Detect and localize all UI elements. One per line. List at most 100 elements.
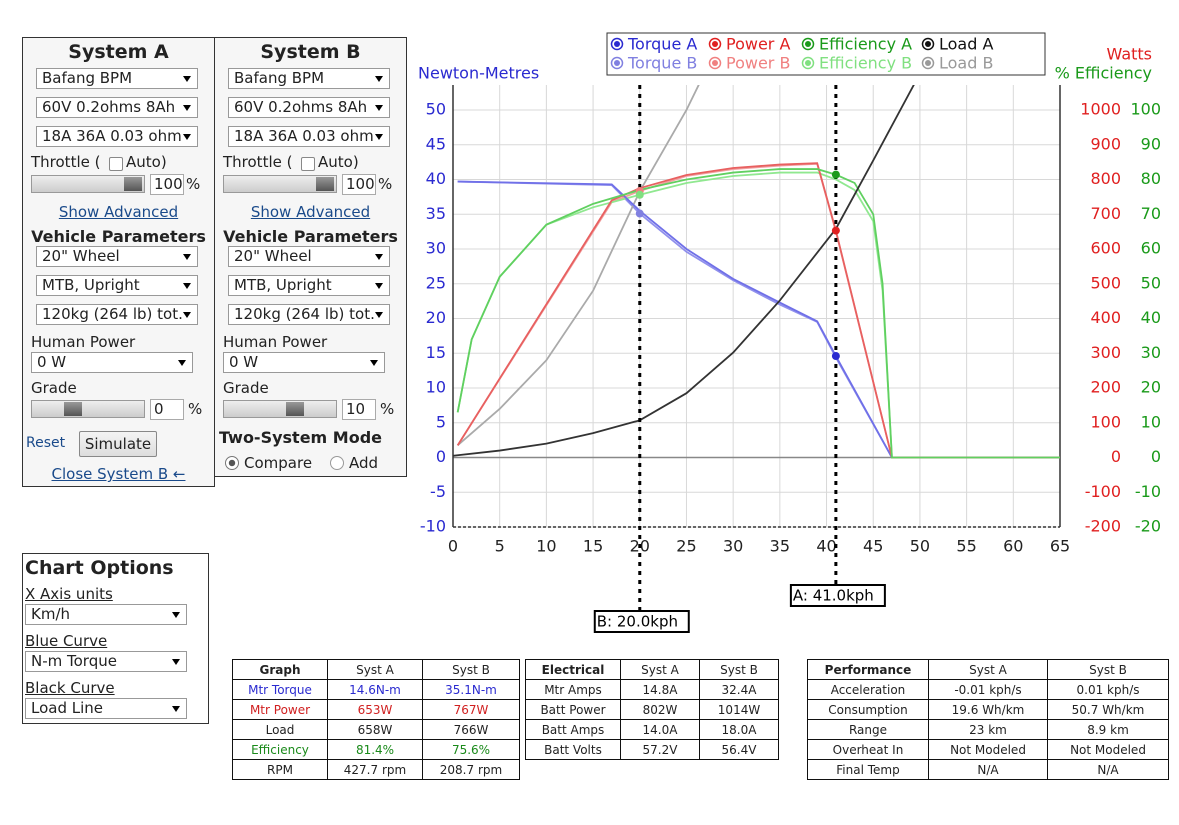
auto-label: Auto) xyxy=(126,153,167,171)
blue-curve-label: Blue Curve xyxy=(25,632,108,650)
table-cell: 208.7 rpm xyxy=(422,759,520,780)
auto-checkbox[interactable] xyxy=(109,157,123,171)
reset-link[interactable]: Reset xyxy=(26,435,66,451)
dropdown[interactable]: Bafang BPM xyxy=(228,68,390,89)
results-table: Graph Syst A Syst B Mtr Torque 14.6N-m 35.1N-… xyxy=(232,659,520,780)
marker-label-box xyxy=(789,584,886,607)
series-line xyxy=(456,171,1060,459)
slider[interactable] xyxy=(31,175,145,193)
results-table: Electrical Syst A Syst B Mtr Amps 14.8A 32.4A… xyxy=(525,659,779,760)
slider[interactable] xyxy=(223,175,337,193)
table-cell: Batt Amps xyxy=(525,719,621,740)
dropdown-text: 18A 36A 0.03 ohm xyxy=(234,127,374,145)
dropdown-text: N-m Torque xyxy=(31,652,117,670)
grade-value[interactable]: 0 xyxy=(150,399,184,420)
dropdown[interactable]: 0 W xyxy=(31,352,193,373)
legend-swatch xyxy=(712,60,718,66)
dropdown-text: 0 W xyxy=(229,353,259,371)
dropdown[interactable]: 120kg (264 lb) tot. xyxy=(228,304,390,325)
dropdown[interactable]: 0 W xyxy=(223,352,385,373)
table-cell: 75.6% xyxy=(422,739,520,760)
simulate-button[interactable]: Simulate xyxy=(79,431,157,457)
marker-dot xyxy=(831,226,840,235)
slider[interactable] xyxy=(31,400,145,418)
y2-tick-label: 900 xyxy=(1090,134,1121,153)
y3-tick-label: 70 xyxy=(1141,204,1161,223)
y3-tick-label: 0 xyxy=(1151,447,1161,466)
dropdown[interactable]: N-m Torque xyxy=(25,651,187,672)
dropdown[interactable]: 20" Wheel xyxy=(36,246,198,267)
table-cell: 658W xyxy=(327,719,423,740)
close-system-b-link[interactable]: Close System B ← xyxy=(51,465,186,483)
dropdown-arrow xyxy=(375,283,383,289)
dropdown[interactable]: 120kg (264 lb) tot. xyxy=(36,304,198,325)
legend-label: Torque B xyxy=(627,54,697,73)
legend-label: Efficiency A xyxy=(819,35,912,54)
series-line xyxy=(456,162,1060,459)
throttle-unit: % xyxy=(378,175,393,193)
table-row: Batt Volts 57.2V 56.4V xyxy=(525,739,779,760)
grade-label: Grade xyxy=(223,379,269,397)
table-row: Mtr Power 653W 767W xyxy=(232,699,520,720)
y-tick-label: -10 xyxy=(420,517,446,536)
x-units-label: X Axis units xyxy=(25,585,113,603)
y2-tick-label: 600 xyxy=(1090,239,1121,258)
y3-tick-label: 80 xyxy=(1141,169,1161,188)
dropdown[interactable]: Load Line xyxy=(25,698,187,719)
table-cell: 19.6 Wh/km xyxy=(928,699,1048,720)
black-curve-label: Black Curve xyxy=(25,679,115,697)
throttle-value[interactable]: 100 xyxy=(342,174,376,195)
table-cell: Acceleration xyxy=(807,679,929,700)
table-cell: 57.2V xyxy=(620,739,700,760)
show-advanced-link[interactable]: Show Advanced xyxy=(250,203,371,221)
show-advanced-link[interactable]: Show Advanced xyxy=(58,203,179,221)
slider-knob[interactable] xyxy=(124,177,142,191)
y3-tick-label: -10 xyxy=(1135,482,1161,501)
y3-axis-title: % Efficiency xyxy=(1055,64,1152,83)
dropdown[interactable]: 18A 36A 0.03 ohm xyxy=(228,126,390,147)
dropdown[interactable]: 60V 0.2ohms 8Ah xyxy=(36,97,198,118)
y-tick-label: 10 xyxy=(426,378,446,397)
dropdown[interactable]: MTB, Upright xyxy=(228,275,390,296)
y2-tick-label: -100 xyxy=(1085,482,1121,501)
slider[interactable] xyxy=(223,400,337,418)
auto-checkbox[interactable] xyxy=(301,157,315,171)
y3-tick-label: -20 xyxy=(1135,517,1161,536)
dropdown[interactable]: 60V 0.2ohms 8Ah xyxy=(228,97,390,118)
header-cell: Performance xyxy=(807,659,929,680)
y2-tick-label: 1000 xyxy=(1080,100,1121,119)
compare-radio[interactable] xyxy=(225,456,239,470)
header-cell: Syst B xyxy=(699,659,779,680)
dropdown[interactable]: MTB, Upright xyxy=(36,275,198,296)
marker-dot xyxy=(831,170,840,179)
dropdown-arrow xyxy=(375,254,383,260)
table-cell: 653W xyxy=(327,699,423,720)
y2-tick-label: 400 xyxy=(1090,308,1121,327)
marker-dot xyxy=(635,190,644,199)
y2-tick-label: 200 xyxy=(1090,378,1121,397)
panel-title: System B xyxy=(260,41,361,63)
legend-swatch xyxy=(614,41,620,47)
y-axis-title: Newton-Metres xyxy=(418,64,539,83)
table-cell: 50.7 Wh/km xyxy=(1047,699,1169,720)
dropdown-text: 120kg (264 lb) tot. xyxy=(234,305,375,323)
legend-label: Power B xyxy=(726,54,790,73)
grade-value[interactable]: 10 xyxy=(342,399,376,420)
slider-knob[interactable] xyxy=(64,402,82,416)
throttle-value[interactable]: 100 xyxy=(150,174,184,195)
add-radio[interactable] xyxy=(330,456,344,470)
y3-tick-label: 90 xyxy=(1141,134,1161,153)
table-cell: Load xyxy=(232,719,328,740)
header-row: Electrical Syst A Syst B xyxy=(525,659,779,680)
throttle-unit: % xyxy=(186,175,201,193)
dropdown[interactable]: 18A 36A 0.03 ohm xyxy=(36,126,198,147)
slider-knob[interactable] xyxy=(316,177,334,191)
slider-knob[interactable] xyxy=(286,402,304,416)
panel-title: System A xyxy=(68,41,169,63)
dropdown[interactable]: 20" Wheel xyxy=(228,246,390,267)
table-cell: Batt Volts xyxy=(525,739,621,760)
x-tick-label: 30 xyxy=(723,537,743,556)
header-row: Graph Syst A Syst B xyxy=(232,659,520,680)
dropdown[interactable]: Km/h xyxy=(25,604,187,625)
dropdown[interactable]: Bafang BPM xyxy=(36,68,198,89)
